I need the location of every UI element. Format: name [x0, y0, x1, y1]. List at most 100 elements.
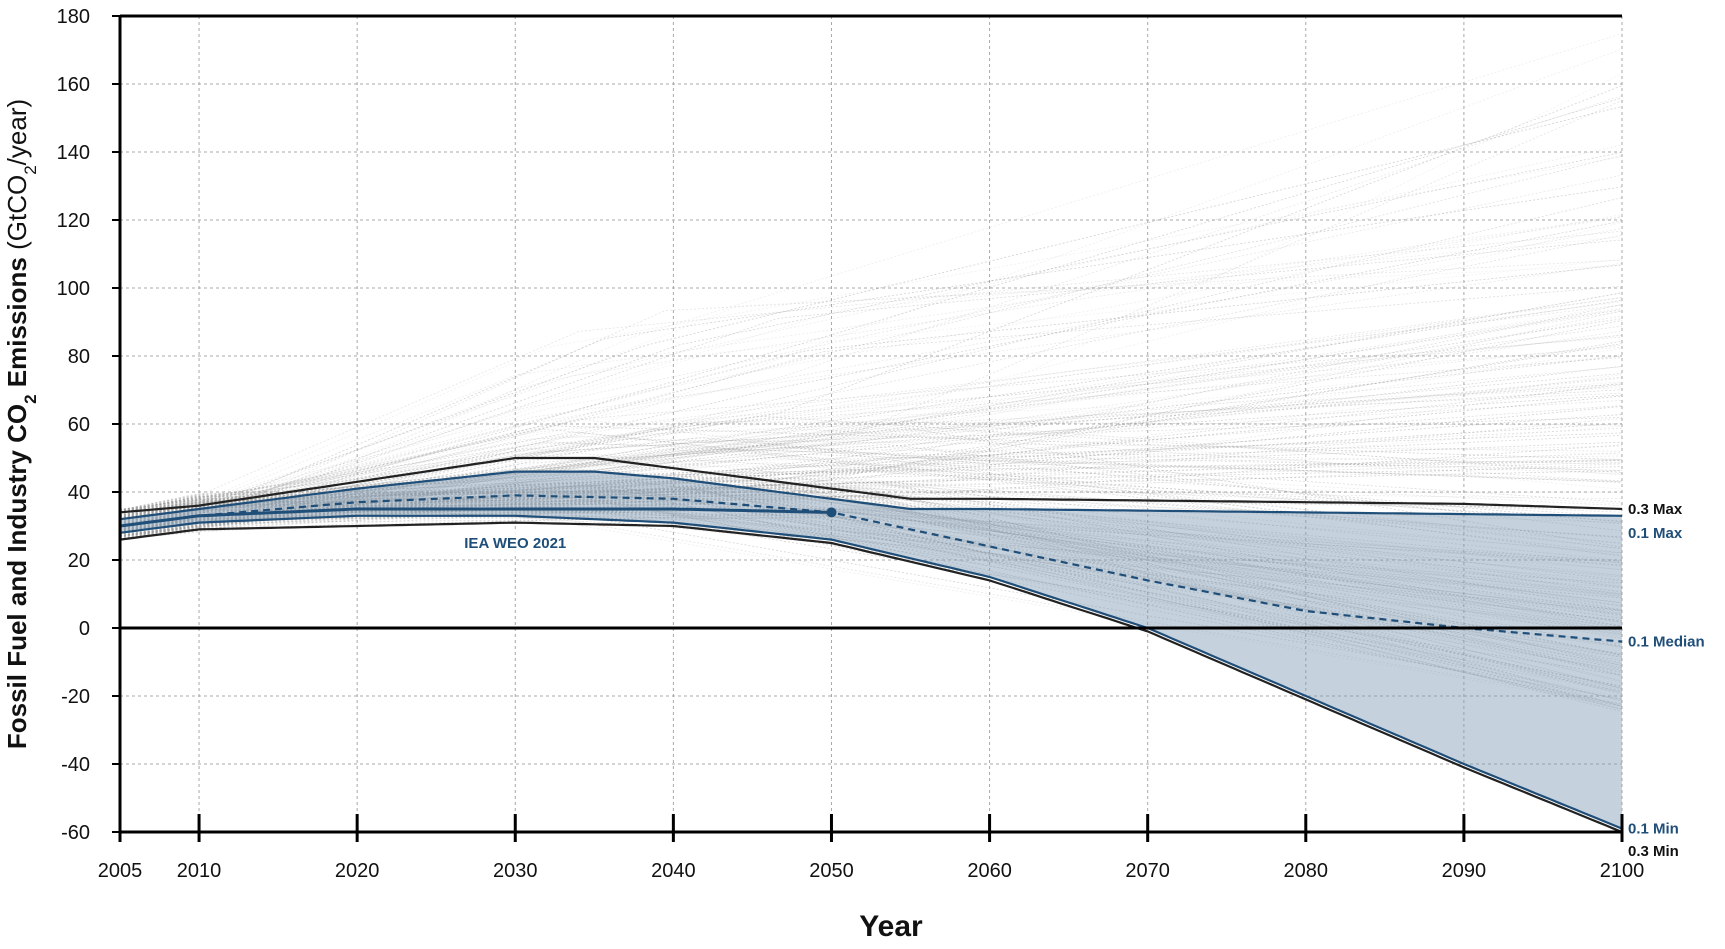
scenario-line — [119, 490, 1623, 683]
scenario-line — [119, 459, 1623, 537]
y-axis-title: Fossil Fuel and Industry CO2 Emissions (… — [2, 99, 40, 749]
scenario-line — [119, 489, 1623, 639]
y-tick-label: 140 — [57, 142, 90, 164]
scenario-line — [119, 488, 1623, 670]
scenario-line — [119, 435, 1623, 512]
scenario-line — [119, 492, 1622, 525]
y-tick-label: 120 — [57, 210, 90, 232]
scenario-line — [119, 419, 1623, 527]
scenario-line — [119, 417, 1623, 513]
scenario-line — [119, 499, 1623, 611]
scenario-line — [119, 427, 1623, 526]
scenario-line — [119, 486, 1623, 564]
scenario-line — [119, 517, 1623, 689]
scenario-line — [119, 463, 1623, 540]
x-tick-label: 2060 — [967, 860, 1012, 882]
scenario-line — [119, 485, 1623, 692]
scenario-line — [119, 265, 1623, 534]
scenario-line — [119, 444, 1623, 524]
scenario-line — [119, 495, 1623, 701]
scenario-line — [119, 453, 1623, 531]
scenario-line — [119, 100, 1623, 521]
scenario-line — [119, 186, 1623, 525]
scenario-line — [119, 478, 1623, 593]
scenario-line — [119, 417, 1623, 535]
scenario-line — [119, 514, 1623, 595]
scenario-line — [119, 308, 1623, 534]
scenario-line — [119, 425, 1623, 540]
scenario-line — [119, 214, 1623, 511]
scenario-line — [119, 479, 1623, 587]
scenario-line — [119, 97, 1623, 531]
scenario-line — [119, 500, 1623, 563]
scenario-line — [119, 263, 1623, 520]
scenario-line — [119, 511, 1623, 656]
end-label-0-1-median: 0.1 Median — [1628, 634, 1705, 651]
scenario-line — [119, 431, 1623, 549]
scenario-line — [119, 463, 1623, 538]
scenario-line — [119, 48, 1623, 527]
scenario-line — [119, 151, 1623, 524]
x-tick-label: 2030 — [493, 860, 538, 882]
scenario-line — [119, 236, 1623, 524]
series-line-0-1-median — [119, 494, 1623, 643]
scenario-line — [119, 493, 1623, 512]
scenario-line — [119, 428, 1623, 544]
scenario-line — [119, 509, 1623, 658]
scenario-line — [119, 437, 1623, 523]
scenario-line — [119, 347, 1623, 539]
scenario-line — [119, 427, 1623, 548]
scenario-line — [119, 485, 1623, 623]
scenario-line — [119, 448, 1623, 537]
scenario-line — [119, 304, 1623, 538]
scenario-line — [119, 343, 1623, 511]
scenario-line — [119, 470, 1623, 544]
scenario-line — [119, 73, 1623, 523]
scenario-line — [119, 425, 1623, 521]
series-lines — [119, 456, 1623, 834]
scenario-line — [119, 421, 1623, 532]
scenario-line — [119, 470, 1623, 516]
scenario-line — [119, 484, 1623, 710]
scenario-line — [119, 491, 1623, 629]
scenario-line — [119, 394, 1623, 536]
scenario-line — [119, 510, 1623, 599]
scenario-line — [119, 405, 1623, 516]
scenario-line — [119, 507, 1623, 710]
scenario-line — [119, 420, 1623, 517]
scenario-line — [119, 220, 1623, 530]
scenario-line — [119, 482, 1623, 539]
series-line-0-3-max — [119, 456, 1623, 514]
y-tick-label: 180 — [57, 6, 90, 28]
scenario-line — [119, 494, 1623, 701]
scenario-line — [119, 480, 1623, 619]
scenario-line — [119, 495, 1623, 707]
end-label-0-3-max: 0.3 Max — [1628, 501, 1683, 518]
scenario-line — [119, 330, 1623, 532]
scenario-line — [119, 480, 1623, 672]
scenario-line — [119, 491, 1623, 615]
y-tick-label: 60 — [68, 414, 90, 436]
scenario-line — [119, 432, 1623, 535]
y-tick-label: -20 — [61, 686, 90, 708]
scenario-line — [119, 487, 1623, 687]
scenario-line — [119, 395, 1623, 520]
scenario-line — [119, 499, 1623, 597]
scenario-line — [119, 221, 1623, 536]
scenario-line — [119, 484, 1623, 632]
end-label-0-3-min: 0.3 Min — [1628, 843, 1679, 860]
scenario-line — [119, 406, 1623, 512]
scenario-line — [119, 499, 1623, 637]
scenario-line — [119, 503, 1623, 614]
scenario-line — [119, 228, 1623, 527]
scenario-line — [119, 470, 1623, 512]
y-tick-label: -40 — [61, 754, 90, 776]
scenario-line — [119, 499, 1623, 655]
scenario-line — [119, 493, 1623, 616]
scenario-line — [119, 414, 1623, 532]
scenario-line — [119, 299, 1623, 530]
scenario-line — [119, 493, 1623, 648]
scenario-line — [119, 378, 1623, 527]
scenario-line — [119, 499, 1623, 622]
scenario-line — [119, 389, 1623, 516]
